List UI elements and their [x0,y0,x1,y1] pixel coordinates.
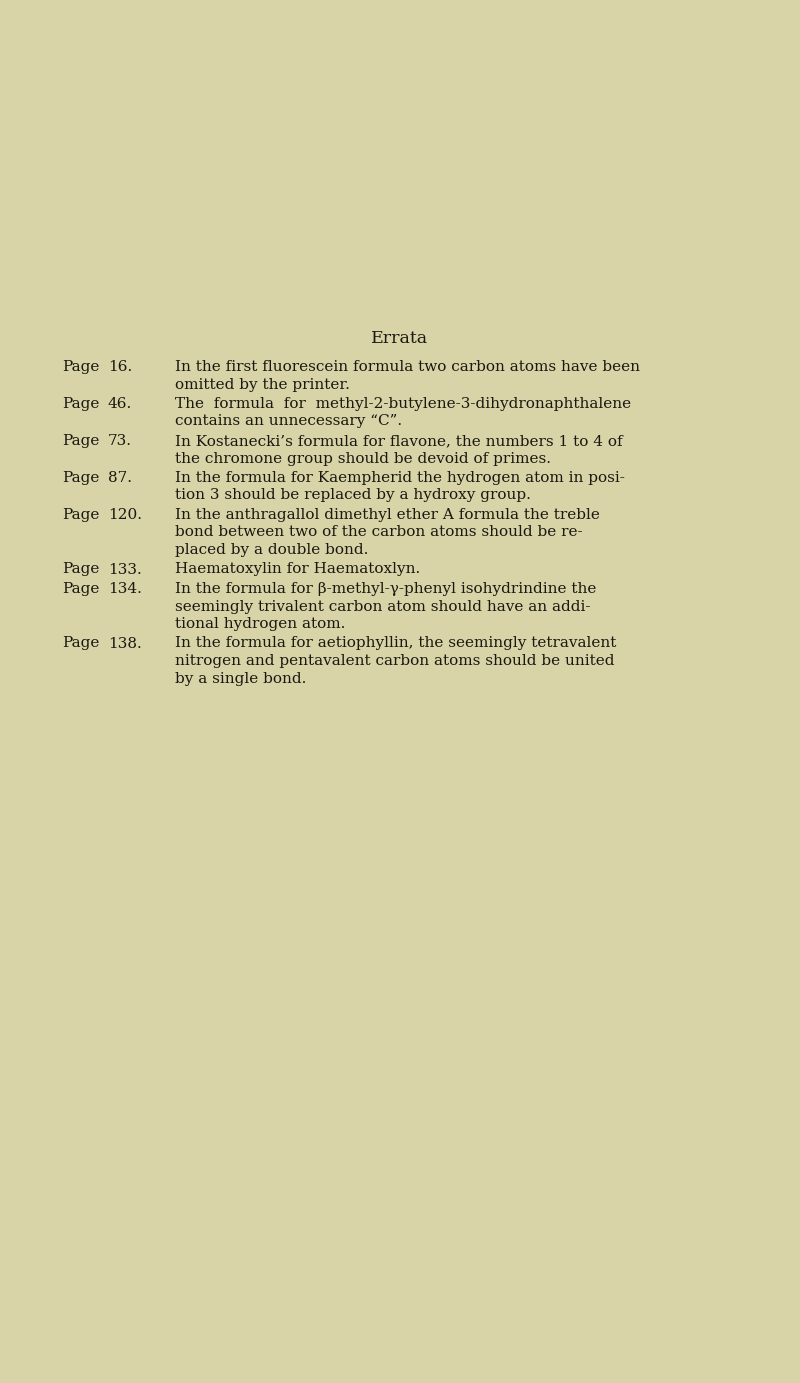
Text: In Kostanecki’s formula for flavone, the numbers 1 to 4 of: In Kostanecki’s formula for flavone, the… [175,434,622,448]
Text: Page: Page [62,360,99,373]
Text: In the formula for Kaempherid the hydrogen atom in posi-: In the formula for Kaempherid the hydrog… [175,472,625,485]
Text: Errata: Errata [371,331,429,347]
Text: 87.: 87. [108,472,132,485]
Text: Page: Page [62,636,99,650]
Text: tional hydrogen atom.: tional hydrogen atom. [175,617,346,631]
Text: bond between two of the carbon atoms should be re-: bond between two of the carbon atoms sho… [175,526,582,539]
Text: Haematoxylin for Haematoxlyn.: Haematoxylin for Haematoxlyn. [175,563,420,577]
Text: the chromone group should be devoid of primes.: the chromone group should be devoid of p… [175,451,551,466]
Text: In the first fluorescein formula two carbon atoms have been: In the first fluorescein formula two car… [175,360,640,373]
Text: Page: Page [62,582,99,596]
Text: In the formula for β‐methyl‐γ‐phenyl isohydrindine the: In the formula for β‐methyl‐γ‐phenyl iso… [175,582,596,596]
Text: contains an unnecessary “C”.: contains an unnecessary “C”. [175,415,402,429]
Text: 46.: 46. [108,397,132,411]
Text: Page: Page [62,472,99,485]
Text: seemingly trivalent carbon atom should have an addi-: seemingly trivalent carbon atom should h… [175,599,590,614]
Text: In the anthragallol dimethyl ether A formula the treble: In the anthragallol dimethyl ether A for… [175,508,600,521]
Text: Page: Page [62,563,99,577]
Text: tion 3 should be replaced by a hydroxy group.: tion 3 should be replaced by a hydroxy g… [175,488,531,502]
Text: omitted by the printer.: omitted by the printer. [175,378,350,391]
Text: 73.: 73. [108,434,132,448]
Text: The  formula  for  methyl-2-butylene-3-dihydronaphthalene: The formula for methyl-2-butylene-3-dihy… [175,397,631,411]
Text: 134.: 134. [108,582,142,596]
Text: Page: Page [62,397,99,411]
Text: 138.: 138. [108,636,142,650]
Text: by a single bond.: by a single bond. [175,672,306,686]
Text: placed by a double bond.: placed by a double bond. [175,544,368,557]
Text: 16.: 16. [108,360,132,373]
Text: In the formula for aetiophyllin, the seemingly tetravalent: In the formula for aetiophyllin, the see… [175,636,616,650]
Text: 120.: 120. [108,508,142,521]
Text: 133.: 133. [108,563,142,577]
Text: nitrogen and pentavalent carbon atoms should be united: nitrogen and pentavalent carbon atoms sh… [175,654,614,668]
Text: Page: Page [62,434,99,448]
Text: Page: Page [62,508,99,521]
